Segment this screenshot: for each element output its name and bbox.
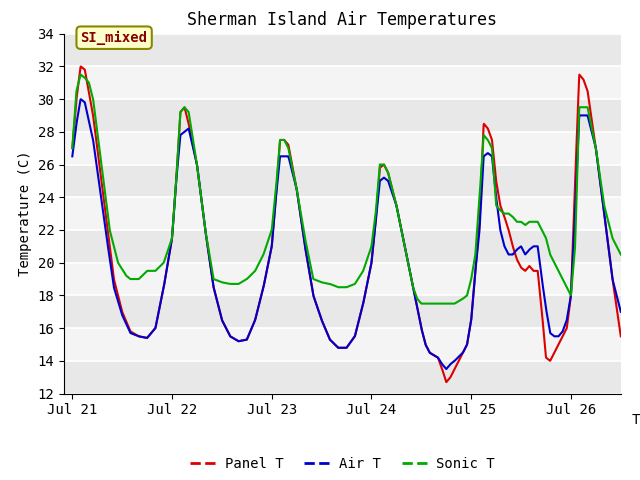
Line: Panel T: Panel T (72, 67, 621, 382)
Air T (602, 221, 609, 227)
Panel T (77, 64, 84, 70)
Line: Air T: Air T (72, 99, 621, 369)
Panel T (321, 324, 328, 330)
Sonic T (418, 300, 426, 306)
Bar (64, 361, 621, 394)
Bar (64, 165, 621, 197)
Panel T (501, 215, 509, 221)
Sonic T (77, 72, 84, 78)
Sonic T (602, 207, 609, 213)
Bar (64, 197, 621, 230)
Air T (602, 218, 609, 224)
Air T (321, 324, 328, 330)
Sonic T (617, 252, 625, 257)
Panel T (442, 379, 450, 385)
Bar (64, 263, 621, 295)
Air T (617, 309, 625, 315)
Bar (64, 99, 621, 132)
Air T (97, 191, 104, 197)
Bar (64, 295, 621, 328)
Air T (442, 366, 450, 372)
Sonic T (68, 145, 76, 151)
Panel T (335, 345, 343, 351)
Air T (68, 154, 76, 159)
Sonic T (321, 280, 328, 286)
Sonic T (97, 155, 104, 161)
Panel T (68, 145, 76, 151)
Y-axis label: Temperature (C): Temperature (C) (18, 151, 32, 276)
Sonic T (602, 206, 609, 212)
Panel T (602, 221, 609, 227)
Panel T (602, 218, 609, 224)
X-axis label: Time: Time (632, 413, 640, 427)
Bar (64, 66, 621, 99)
Bar (64, 132, 621, 165)
Sonic T (501, 211, 509, 216)
Panel T (97, 171, 104, 177)
Panel T (617, 334, 625, 339)
Bar (64, 328, 621, 361)
Air T (335, 345, 343, 351)
Line: Sonic T: Sonic T (72, 75, 621, 303)
Legend: Panel T, Air T, Sonic T: Panel T, Air T, Sonic T (184, 451, 500, 476)
Air T (501, 244, 509, 250)
Title: Sherman Island Air Temperatures: Sherman Island Air Temperatures (188, 11, 497, 29)
Bar (64, 230, 621, 263)
Text: SI_mixed: SI_mixed (81, 31, 148, 45)
Sonic T (335, 284, 343, 290)
Air T (77, 96, 84, 102)
Bar (64, 34, 621, 66)
